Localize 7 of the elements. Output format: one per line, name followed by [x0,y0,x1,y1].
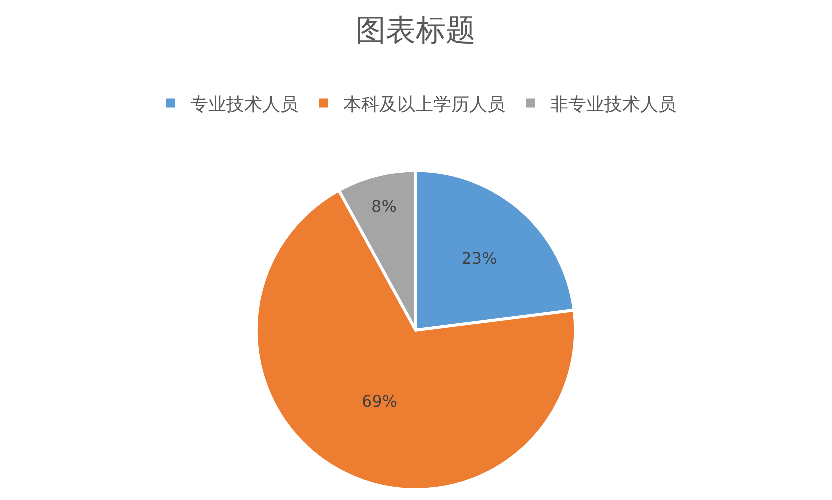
data-label: 8% [372,197,397,216]
data-label: 69% [362,392,398,411]
legend-label: 非专业技术人员 [550,94,676,116]
chart-title: 图表标题 [356,14,476,48]
data-label: 23% [462,248,498,268]
legend-label: 本科及以上学历人员 [344,94,506,116]
legend-label: 专业技术人员 [190,94,298,116]
